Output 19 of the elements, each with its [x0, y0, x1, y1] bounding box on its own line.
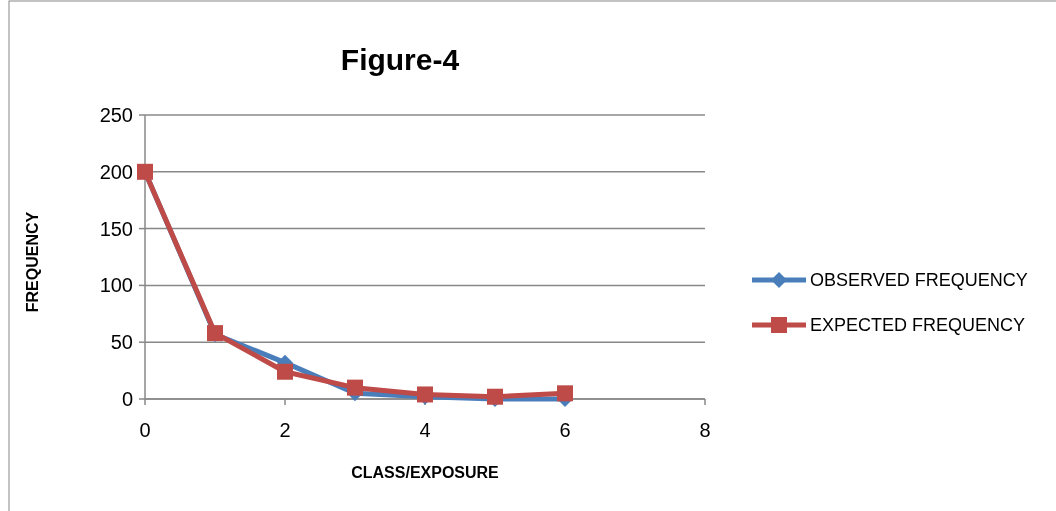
x-tick-label: 0 [139, 419, 151, 441]
point [347, 379, 363, 396]
x-tick-label: 8 [699, 419, 711, 441]
point [277, 363, 293, 380]
point [557, 385, 573, 402]
y-tick-label: 0 [121, 388, 133, 410]
y-tick-label: 100 [99, 274, 133, 297]
y-tick-label: 250 [99, 104, 133, 126]
x-tick-label: 6 [559, 419, 571, 441]
x-tick-label: 4 [419, 419, 431, 441]
y-tick-label: 150 [99, 217, 133, 240]
x-axis-title: CLASS/EXPOSURE [351, 464, 500, 481]
y-tick-label: 200 [99, 160, 133, 183]
legend-label: OBSERVED FREQUENCY [810, 270, 1028, 291]
y-tick-label: 50 [110, 331, 133, 354]
chart-title: Figure-4 [340, 43, 460, 76]
legend-label: EXPECTED FREQUENCY [810, 315, 1026, 336]
y-axis-title: FREQUENCY [24, 211, 41, 313]
x-tick-label: 2 [279, 419, 291, 441]
